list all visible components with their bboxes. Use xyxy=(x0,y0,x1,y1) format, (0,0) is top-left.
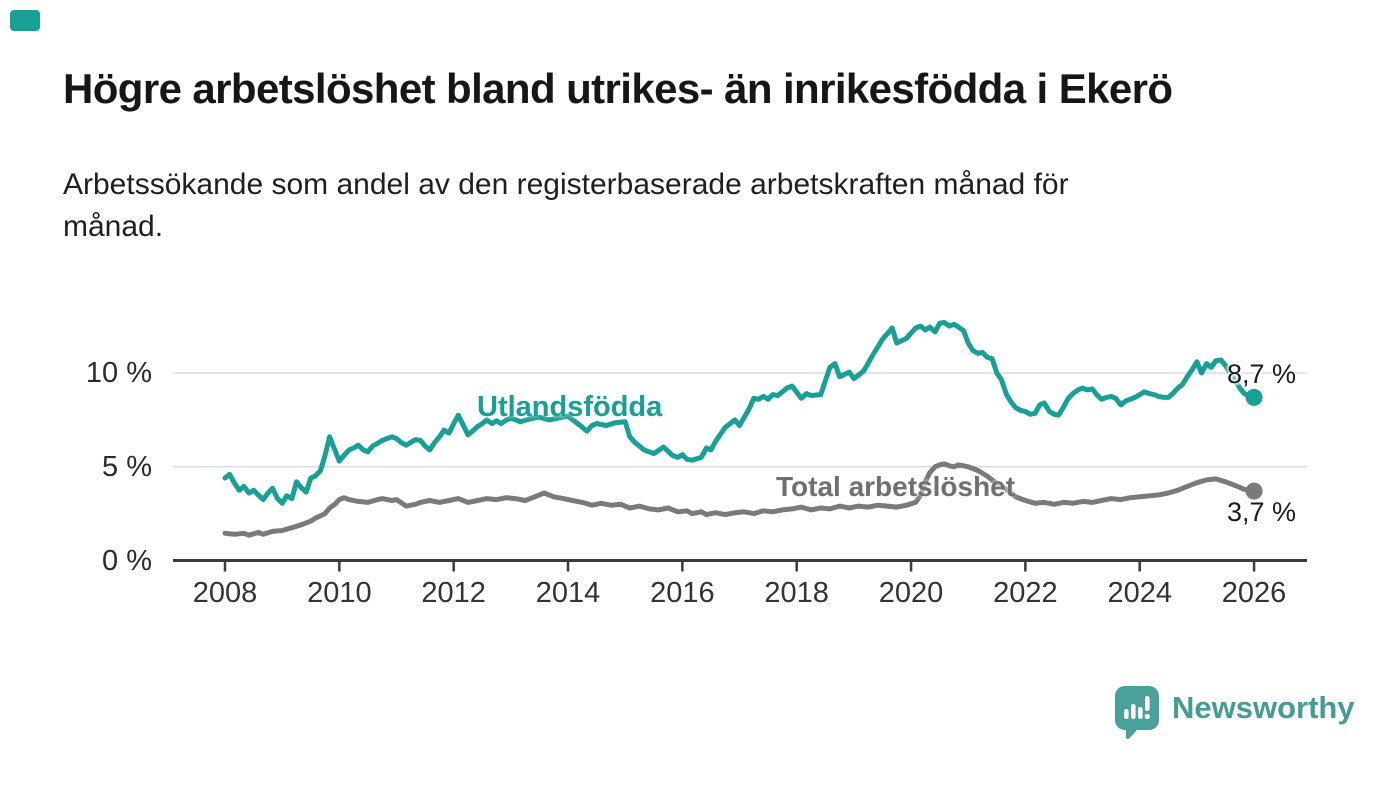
x-tick-label-2018: 2018 xyxy=(764,577,829,609)
y-tick-label-10: 10 % xyxy=(85,357,152,389)
end-value-label-total-arbetsloshet: 3,7 % xyxy=(1227,497,1297,527)
x-tick-label-2026: 2026 xyxy=(1221,577,1287,609)
series-label-total-arbetsloshet: Total arbetslöshet xyxy=(776,471,1016,502)
newsworthy-logo: Newsworthy xyxy=(1115,686,1355,739)
newsworthy-logo-text: Newsworthy xyxy=(1172,690,1355,725)
x-tick-label-2022: 2022 xyxy=(993,577,1058,609)
y-tick-label-5: 5 % xyxy=(102,450,152,483)
page-subtitle: Arbetssökande som andel av den registerb… xyxy=(63,168,1069,243)
x-tick-label-2012: 2012 xyxy=(421,577,486,609)
series-label-utlandsfodda: Utlandsfödda xyxy=(477,391,663,423)
series-end-dot-utlandsf-dda xyxy=(1245,388,1263,406)
series-end-dot-total-arbetsl-shet xyxy=(1245,482,1263,500)
end-value-label-utlandsfodda: 8,7 % xyxy=(1227,359,1297,389)
bar-chart-speech-bubble-icon xyxy=(1115,686,1159,739)
x-tick-label-2008: 2008 xyxy=(192,577,258,609)
page-title: Högre arbetslöshet bland utrikes- än inr… xyxy=(63,65,1173,112)
x-tick-label-2010: 2010 xyxy=(307,577,372,609)
y-tick-label-0: 0 % xyxy=(102,544,152,577)
x-tick-label-2016: 2016 xyxy=(650,577,715,609)
x-tick-label-2014: 2014 xyxy=(535,577,601,609)
series-line-total-arbetsl-shet xyxy=(222,461,1257,538)
x-tick-label-2024: 2024 xyxy=(1107,577,1172,609)
x-tick-label-2020: 2020 xyxy=(878,577,944,609)
brand-corner-chip xyxy=(10,10,40,31)
series-line-utlandsf-dda xyxy=(222,319,1257,506)
